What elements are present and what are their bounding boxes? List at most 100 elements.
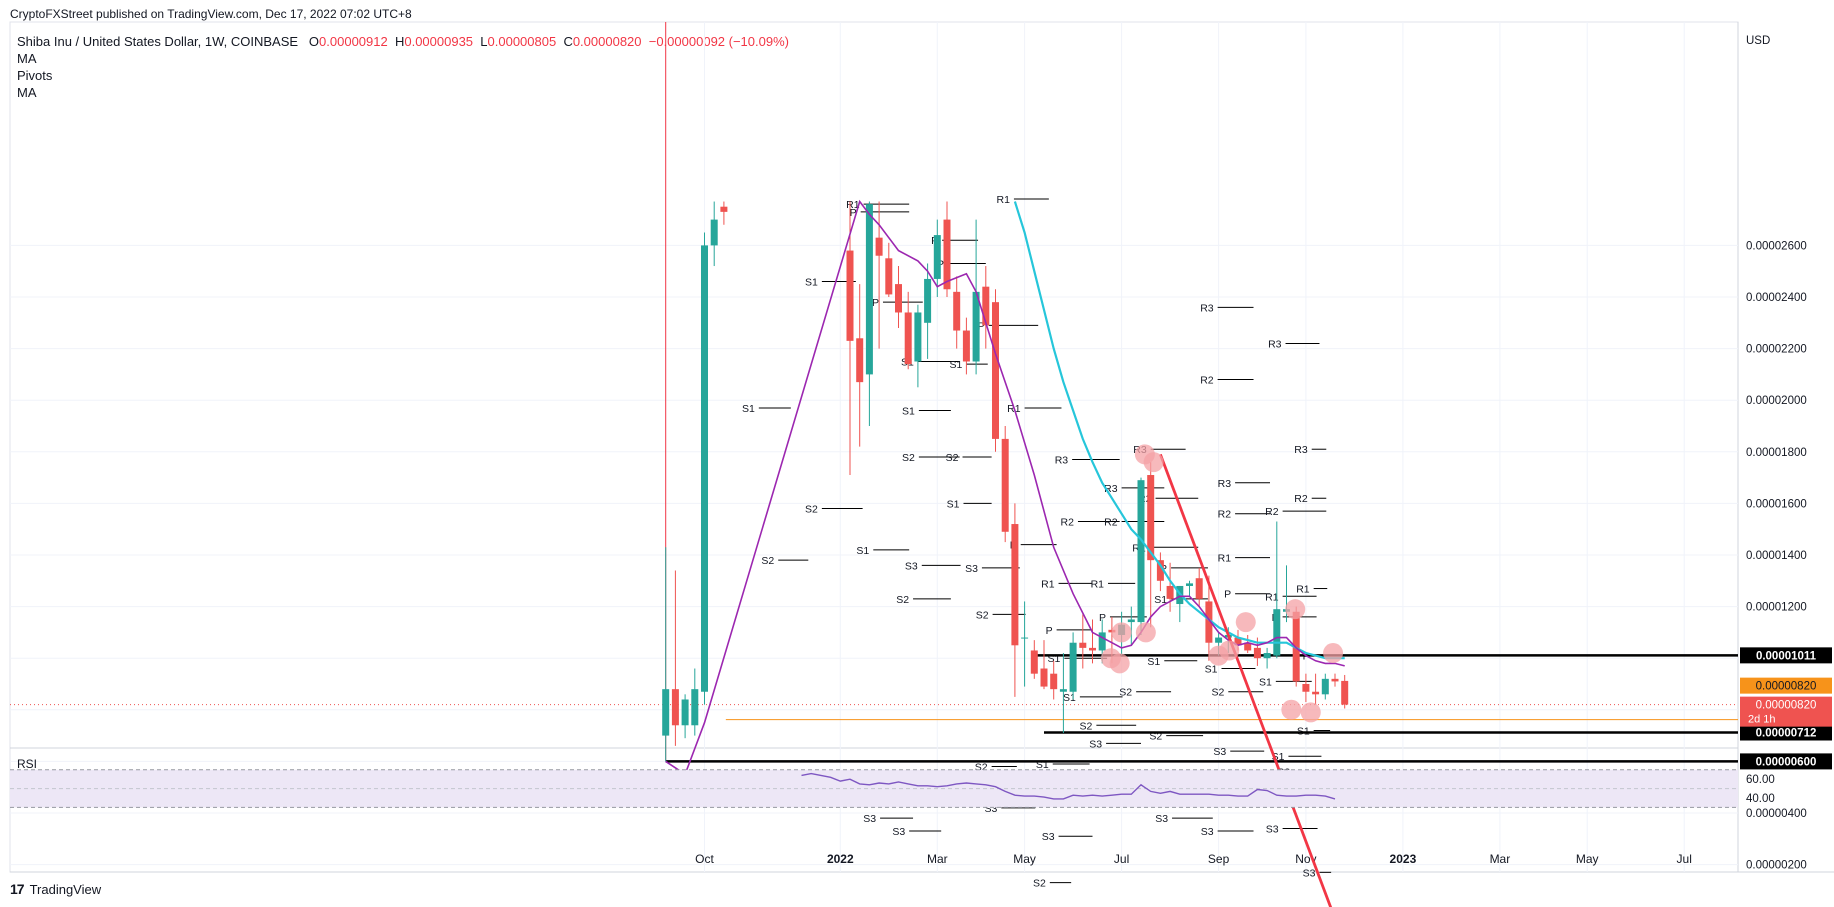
- candle-up: [1059, 689, 1067, 692]
- pivot-label-s2: S2: [1119, 687, 1132, 699]
- pivot-label-s3: S3: [1155, 813, 1168, 825]
- pivot-label-s1: S1: [742, 403, 755, 415]
- pivot-label-s1: S1: [902, 406, 915, 418]
- time-tick-label: Sep: [1208, 852, 1230, 866]
- footer-brand: TradingView: [29, 881, 102, 897]
- pivot-label-r2: R2: [1265, 506, 1279, 518]
- candle-down: [1079, 642, 1087, 648]
- pivot-label-p: P: [978, 320, 985, 332]
- pivot-label-p: P: [850, 207, 857, 219]
- symbol-title: Shiba Inu / United States Dollar, 1W, CO…: [17, 34, 299, 49]
- price-tick-label: 0.00001400: [1746, 550, 1807, 562]
- candle-down: [671, 689, 679, 726]
- highlight-circle: [1323, 643, 1344, 664]
- candle-up: [1021, 637, 1029, 639]
- time-tick-label: Mar: [927, 852, 948, 866]
- key-level-label: 0.00001011: [1756, 650, 1817, 662]
- pivot-label-s1: S1: [947, 498, 960, 510]
- plot-frame: [9, 21, 1739, 873]
- time-tick-label: Jul: [1677, 852, 1692, 866]
- pivot-label-r3: R3: [1218, 478, 1232, 490]
- pivot-label-s3: S3: [905, 560, 918, 572]
- highlight-circle: [1111, 622, 1132, 643]
- candle-down: [943, 219, 951, 290]
- indicator-ma-2[interactable]: MA: [17, 85, 37, 100]
- candle-down: [962, 330, 970, 362]
- tradingview-logo-icon: 17: [10, 881, 25, 897]
- pivot-label-s1: S1: [1147, 656, 1160, 668]
- candle-up: [1186, 583, 1193, 586]
- pivot-label-s3: S3: [892, 826, 905, 838]
- low-value: 0.00000805: [487, 34, 557, 49]
- rsi-tick-label: 60.00: [1746, 774, 1775, 786]
- candle-down: [1030, 650, 1038, 674]
- pivot-label-s3: S3: [1303, 867, 1316, 879]
- change-value: −0.00000092 (−10.09%): [648, 34, 789, 49]
- open-value: 0.00000912: [319, 34, 388, 49]
- descending-trendline: [1159, 453, 1333, 907]
- pivot-label-r1: R1: [1296, 584, 1310, 596]
- highlight-circle: [1143, 452, 1164, 473]
- pivot-label-r1: R1: [1091, 578, 1105, 590]
- ma-slow-line: [1013, 201, 1345, 660]
- pivot-label-r2: R2: [1061, 516, 1075, 528]
- pivot-label-s3: S3: [1213, 746, 1226, 758]
- candle-down: [720, 206, 728, 212]
- current-price-tag-orange: [1740, 677, 1832, 694]
- candle-up: [1069, 642, 1077, 692]
- time-tick-label: Jul: [1114, 852, 1129, 866]
- current-price-label-orange: 0.00000820: [1756, 681, 1817, 693]
- highlight-circle: [1135, 622, 1156, 643]
- currency-label: USD: [1746, 35, 1770, 47]
- candle-down: [1253, 647, 1261, 659]
- pivot-label-r1: R1: [1265, 591, 1279, 603]
- candle-down: [904, 312, 912, 365]
- footer: 17 TradingView: [10, 881, 101, 897]
- candle-down: [982, 286, 990, 326]
- price-tick-label: 0.00000200: [1746, 860, 1807, 872]
- candle-up: [710, 219, 718, 246]
- published-header: CryptoFXStreet published on TradingView.…: [10, 7, 412, 21]
- pivot-label-s2: S2: [902, 452, 915, 464]
- close-label: C: [563, 34, 573, 49]
- pivot-label-p: P: [872, 297, 879, 309]
- candle-up: [662, 689, 670, 736]
- pivot-label-r2: R2: [1294, 493, 1308, 505]
- price-tick-label: 0.00002200: [1746, 344, 1807, 356]
- pivot-label-r3: R3: [1268, 338, 1282, 350]
- pivot-label-r2: R2: [1200, 375, 1214, 387]
- pivot-label-s3: S3: [1266, 823, 1279, 835]
- candle-down: [1050, 673, 1058, 690]
- candle-down: [856, 338, 864, 383]
- chart-legend: Shiba Inu / United States Dollar, 1W, CO…: [17, 33, 789, 101]
- pivot-label-r3: R3: [1294, 444, 1308, 456]
- candle-up: [681, 699, 689, 726]
- price-tick-label: 0.00000400: [1746, 808, 1807, 820]
- ma-fast-line: [665, 199, 1345, 776]
- pivot-label-r3: R3: [1055, 455, 1069, 467]
- candle-down: [1147, 475, 1155, 561]
- indicator-ma-1[interactable]: MA: [17, 51, 37, 66]
- indicator-pivots[interactable]: Pivots: [17, 68, 53, 83]
- price-tick-label: 0.00001200: [1746, 602, 1807, 614]
- time-tick-label: May: [1013, 852, 1036, 866]
- price-tick-label: 0.00002000: [1746, 395, 1807, 407]
- time-tick-label: 2022: [827, 852, 854, 866]
- pivot-label-s2: S2: [1033, 878, 1046, 890]
- highlight-circle: [1235, 612, 1256, 633]
- candle-down: [895, 284, 902, 313]
- pivot-label-r1: R1: [1218, 553, 1232, 565]
- key-level-tag: [1740, 724, 1832, 741]
- pivot-label-s1: S1: [950, 359, 963, 371]
- highlight-circle: [1109, 653, 1130, 674]
- candle-down: [1341, 680, 1349, 705]
- time-tick-label: Oct: [695, 852, 714, 866]
- pivot-label-s3: S3: [863, 813, 876, 825]
- candle-down: [992, 302, 999, 439]
- price-tick-label: 0.00002400: [1746, 292, 1807, 304]
- pivot-label-p: P: [1046, 625, 1053, 637]
- price-tick-label: 0.00002600: [1746, 240, 1807, 252]
- candle-down: [1166, 585, 1174, 599]
- pivot-label-s1: S1: [1063, 692, 1076, 704]
